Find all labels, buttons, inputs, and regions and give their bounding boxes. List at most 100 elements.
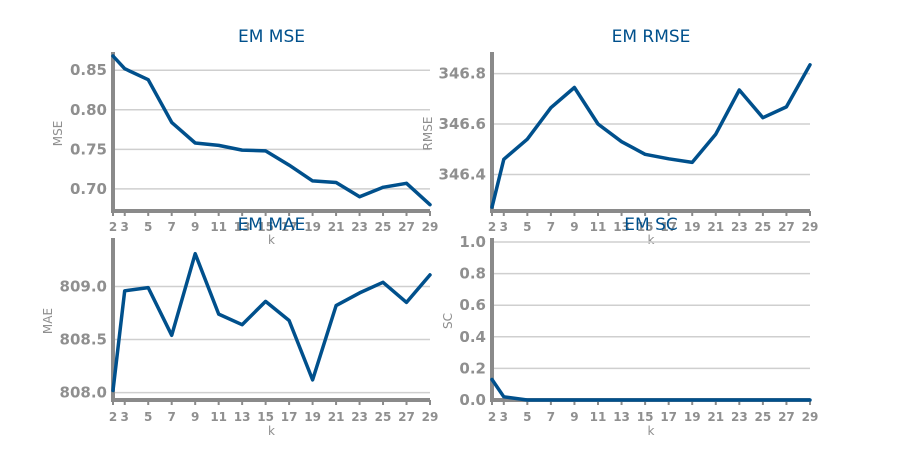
chart-title: EM RMSE	[612, 27, 691, 47]
x-tick-label: 19	[684, 410, 701, 424]
y-tick-label: 346.6	[439, 115, 486, 133]
data-point	[147, 286, 150, 289]
x-tick-label: 5	[144, 220, 152, 234]
data-point	[549, 398, 553, 402]
x-tick-label: 25	[755, 220, 772, 234]
data-point	[311, 179, 314, 183]
x-tick-label: 13	[234, 220, 251, 234]
y-tick-label: 0.2	[459, 359, 486, 377]
y-tick-label: 0.8	[459, 265, 486, 283]
y-axis-label: RMSE	[421, 117, 435, 151]
data-point	[526, 398, 529, 402]
y-tick-label: 0.70	[70, 180, 107, 198]
y-tick-label: 808.0	[60, 384, 107, 402]
data-point	[761, 116, 765, 119]
x-tick-label: 17	[660, 220, 677, 234]
x-axis-label: k	[268, 233, 275, 247]
x-tick-label: 25	[755, 410, 772, 424]
chart-panel-3: 0.00.20.40.60.81.02 3 5 7 9 11 13 15 17 19 21 23 25 2…	[441, 215, 818, 438]
data-point	[111, 54, 115, 58]
y-tick-label: 0.80	[70, 101, 107, 119]
data-point	[428, 273, 432, 277]
x-tick-label: 5	[144, 410, 152, 424]
x-tick-label: 17	[281, 220, 298, 234]
x-tick-label: 15	[637, 410, 654, 424]
data-point	[691, 398, 694, 402]
x-tick-label: 17	[660, 410, 677, 424]
data-point	[264, 149, 267, 153]
data-point	[381, 281, 385, 284]
x-tick-label: 9	[191, 410, 199, 424]
x-tick-label: 11	[210, 410, 227, 424]
x-tick-label: 3	[500, 220, 508, 234]
data-point	[147, 78, 150, 81]
x-tick-label: 11	[210, 220, 227, 234]
y-axis-label: SC	[441, 313, 455, 329]
data-point	[620, 140, 623, 143]
x-tick-label: 13	[613, 220, 630, 234]
x-tick-label: 7	[168, 410, 176, 424]
x-tick-label: 7	[547, 220, 555, 234]
data-point	[620, 398, 623, 402]
series-line-0	[490, 377, 812, 402]
x-tick-label: 5	[523, 220, 531, 234]
data-point	[240, 323, 244, 326]
x-tick-label: 25	[375, 410, 392, 424]
data-point	[549, 106, 553, 109]
chart-panel-0: 0.70 0.75 0.80 0.85 2 3 5 7 9 11 13 15 17 19 21 23 25 27 2…	[51, 27, 438, 247]
x-tick-label: 23	[351, 410, 368, 424]
data-point	[334, 304, 338, 307]
x-tick-label: 9	[570, 220, 578, 234]
data-point	[311, 378, 314, 382]
data-point	[170, 121, 173, 124]
data-point	[738, 88, 741, 92]
data-point	[691, 161, 694, 164]
x-tick-label: 29	[802, 220, 819, 234]
data-point	[358, 195, 361, 198]
x-tick-label: 15	[637, 220, 654, 234]
x-tick-label: 21	[328, 410, 345, 424]
x-axis-label: k	[648, 424, 655, 438]
y-tick-label: 808.5	[60, 331, 107, 349]
y-tick-label: 0.75	[70, 140, 107, 158]
data-point	[264, 300, 267, 303]
data-point	[170, 334, 173, 337]
x-tick-label: 19	[684, 220, 701, 234]
data-point	[714, 398, 717, 402]
x-tick-label: 23	[731, 220, 748, 234]
data-point	[596, 398, 600, 402]
y-tick-label: 0.4	[459, 328, 486, 346]
x-tick-label: 11	[590, 220, 607, 234]
x-tick-label: 21	[707, 410, 724, 424]
series-line-0	[490, 63, 812, 209]
y-tick-label: 0.85	[70, 61, 107, 79]
data-point	[123, 67, 126, 70]
x-tick-label: 21	[707, 220, 724, 234]
data-point	[217, 312, 220, 316]
x-tick-label: 19	[304, 410, 321, 424]
x-tick-label: 29	[422, 410, 439, 424]
x-tick-label: 2	[109, 220, 117, 234]
data-point	[526, 138, 529, 141]
x-tick-label: 25	[375, 220, 392, 234]
x-tick-label: 27	[398, 220, 415, 234]
data-point	[643, 153, 647, 156]
data-point	[714, 132, 717, 136]
data-point	[123, 289, 126, 292]
data-point	[667, 157, 670, 160]
y-tick-label: 346.4	[439, 165, 486, 183]
series-line-0	[111, 54, 432, 207]
data-point	[573, 86, 576, 89]
data-point	[111, 389, 115, 392]
data-point	[785, 105, 788, 109]
y-tick-label: 0.6	[459, 296, 486, 314]
chart-title: EM SC	[624, 215, 677, 235]
chart-title: EM MSE	[238, 27, 305, 47]
x-tick-label: 5	[523, 410, 531, 424]
chart-panel-1: 346.4 346.6 346.8 2 3 5 7 9 11 13 15 17 19 21 23 25 27 29…	[421, 27, 818, 247]
data-point	[358, 291, 361, 295]
x-tick-label: 3	[500, 410, 508, 424]
data-point	[405, 182, 408, 185]
